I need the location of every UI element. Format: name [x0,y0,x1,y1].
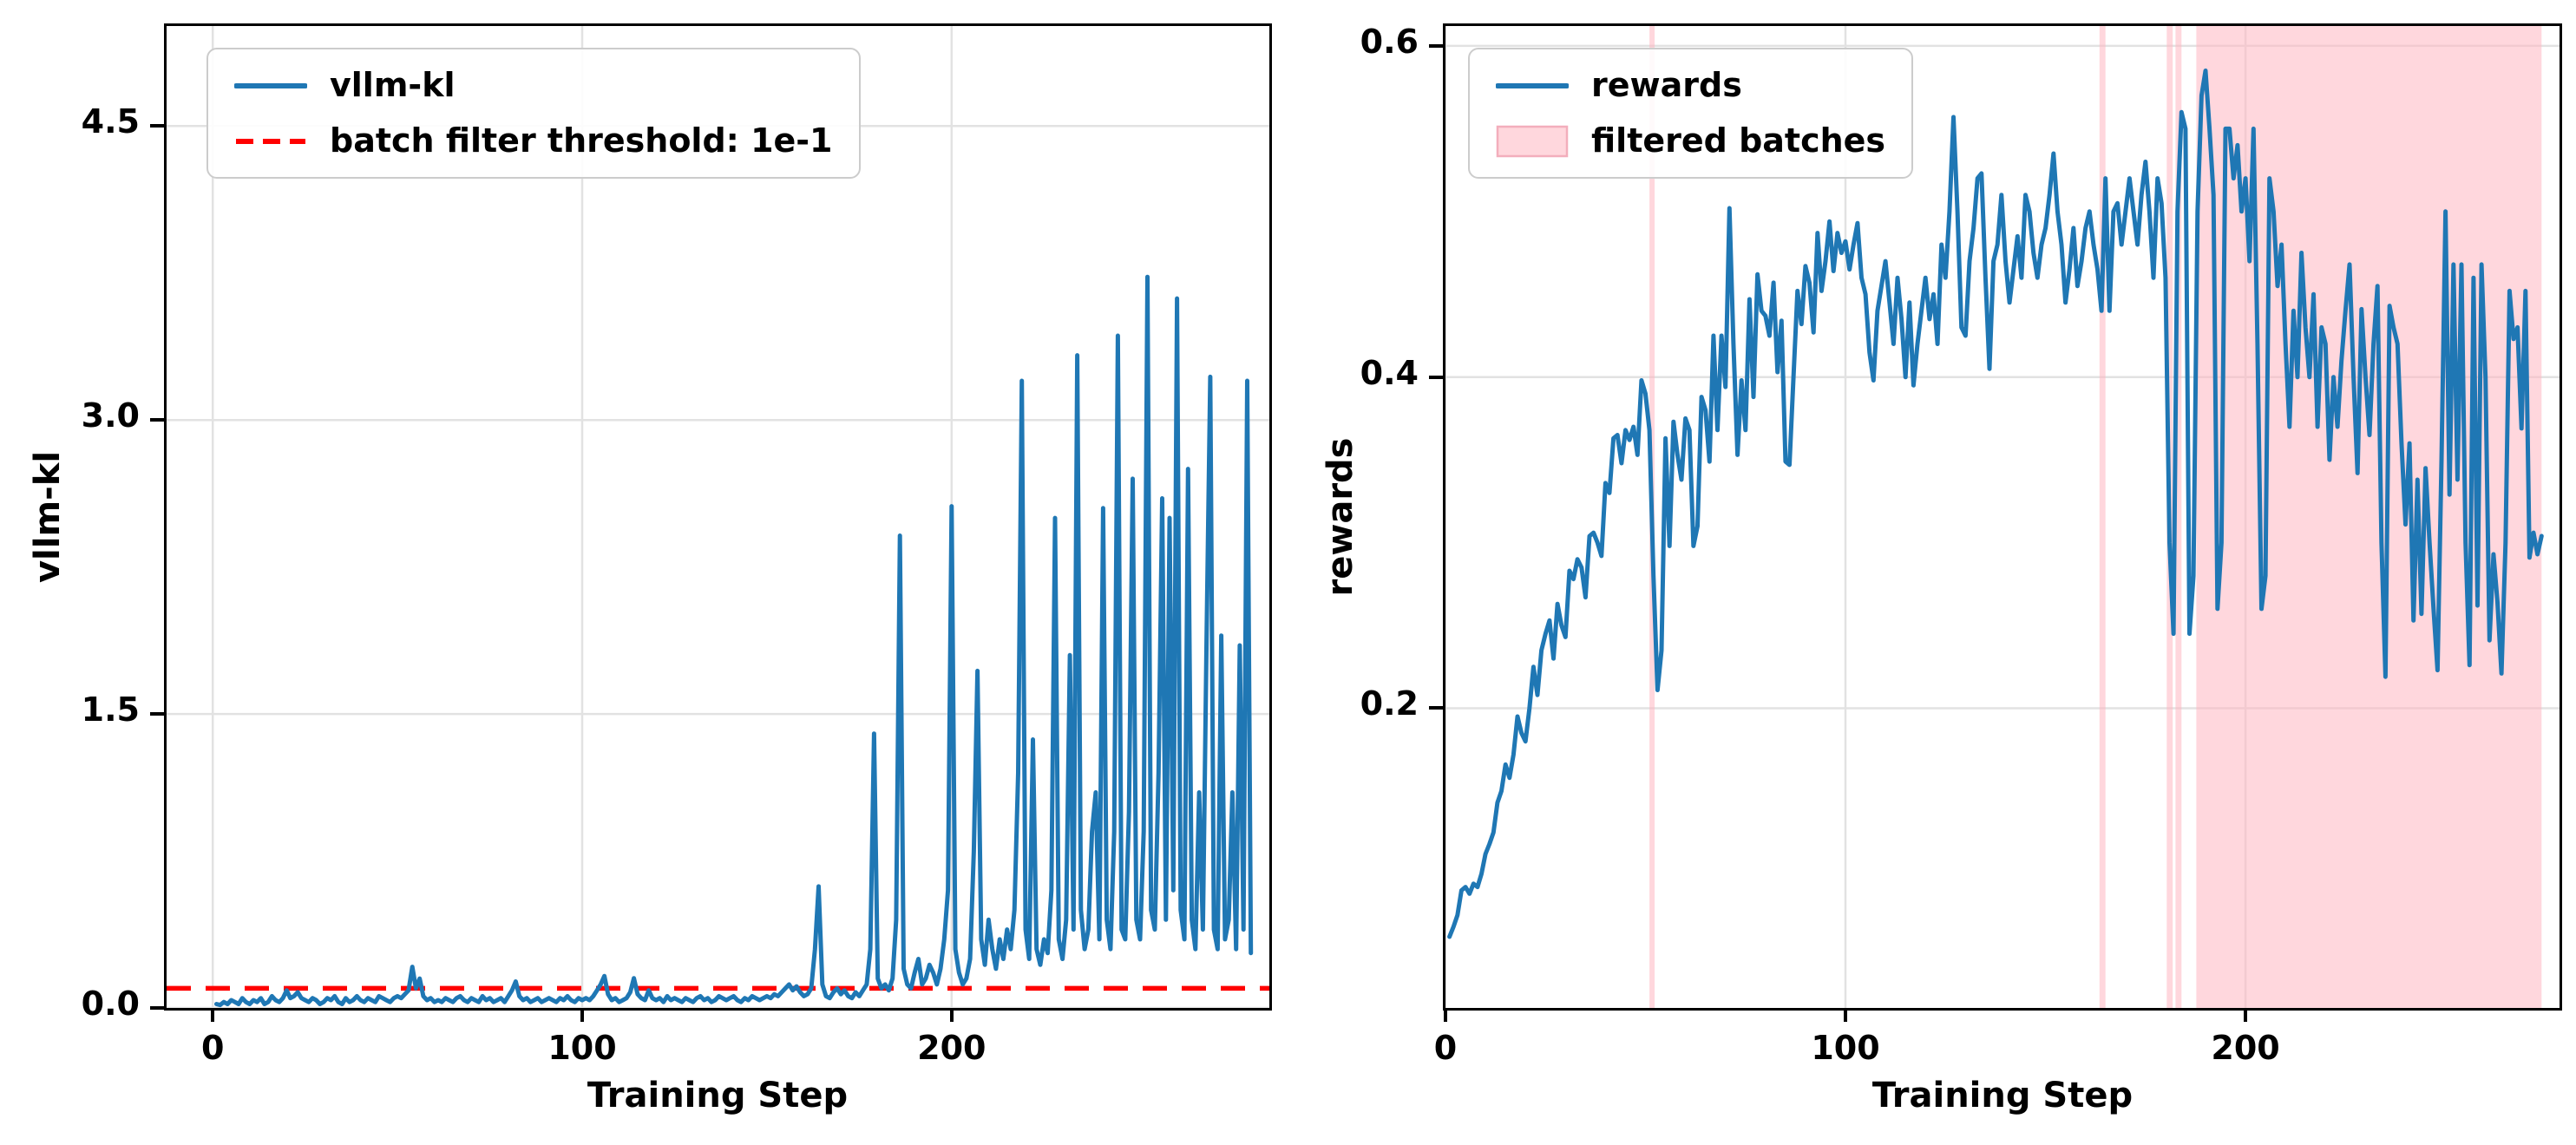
vllm-kl-axes [164,23,1272,1011]
left-y-axis-label: vllm-kl [28,450,68,584]
y-tick-label: 4.5 [81,102,140,141]
x-tick-label: 200 [917,1029,986,1067]
x-tick-label: 0 [200,1029,225,1067]
y-tick-mark [1429,375,1443,379]
y-tick-label: 3.0 [81,396,140,435]
x-tick-label: 100 [547,1029,617,1067]
x-tick-mark [580,1008,585,1022]
y-tick-mark [150,1006,164,1010]
x-tick-mark [949,1008,954,1022]
y-tick-label: 0.6 [1360,22,1419,61]
y-tick-label: 0.4 [1360,353,1419,392]
legend-item-rewards: rewards [1496,66,1885,105]
legend-item-filtered-batches: filtered batches [1496,121,1886,160]
rewards-series-line [1447,69,2544,939]
legend-label: rewards [1591,66,1742,104]
filtered-batch-band [2099,26,2106,1008]
y-tick-label: 1.5 [81,690,140,730]
left-x-axis-label: Training Step [587,1076,849,1116]
rewards-plot-canvas [1445,26,2560,1008]
y-tick-mark [1429,706,1443,710]
legend-item-vllm-kl: vllm-kl [234,66,833,105]
y-tick-mark [150,124,164,128]
legend-label: filtered batches [1591,121,1886,160]
legend-item-threshold: batch filter threshold: 1e-1 [234,121,833,160]
blue-line-swatch-icon [234,82,307,88]
y-tick-mark [1429,43,1443,48]
left-legend: vllm-kl batch filter threshold: 1e-1 [206,48,861,180]
y-tick-mark [150,712,164,716]
right-legend: rewards filtered batches [1468,48,1914,180]
y-tick-label: 0.0 [81,985,140,1023]
x-tick-mark [1444,1008,1447,1022]
red-dashed-line-swatch-icon [236,138,305,144]
rewards-axes [1443,23,2562,1011]
filtered-batch-band [2175,26,2182,1008]
pink-patch-swatch-icon [1496,125,1569,157]
y-tick-mark [150,418,164,422]
x-tick-label: 200 [2211,1029,2280,1067]
right-y-axis-label: rewards [1321,437,1360,597]
vllm-kl-series-line [214,274,1254,1008]
x-tick-mark [211,1008,215,1022]
x-tick-mark [2244,1008,2248,1022]
x-tick-mark [1844,1008,1848,1022]
right-x-axis-label: Training Step [1871,1076,2134,1116]
x-tick-label: 0 [1433,1029,1458,1067]
legend-label: batch filter threshold: 1e-1 [330,121,833,160]
y-tick-label: 0.2 [1360,684,1419,723]
x-tick-label: 100 [1811,1029,1880,1067]
blue-line-swatch-icon [1496,82,1569,88]
legend-label: vllm-kl [330,66,456,104]
